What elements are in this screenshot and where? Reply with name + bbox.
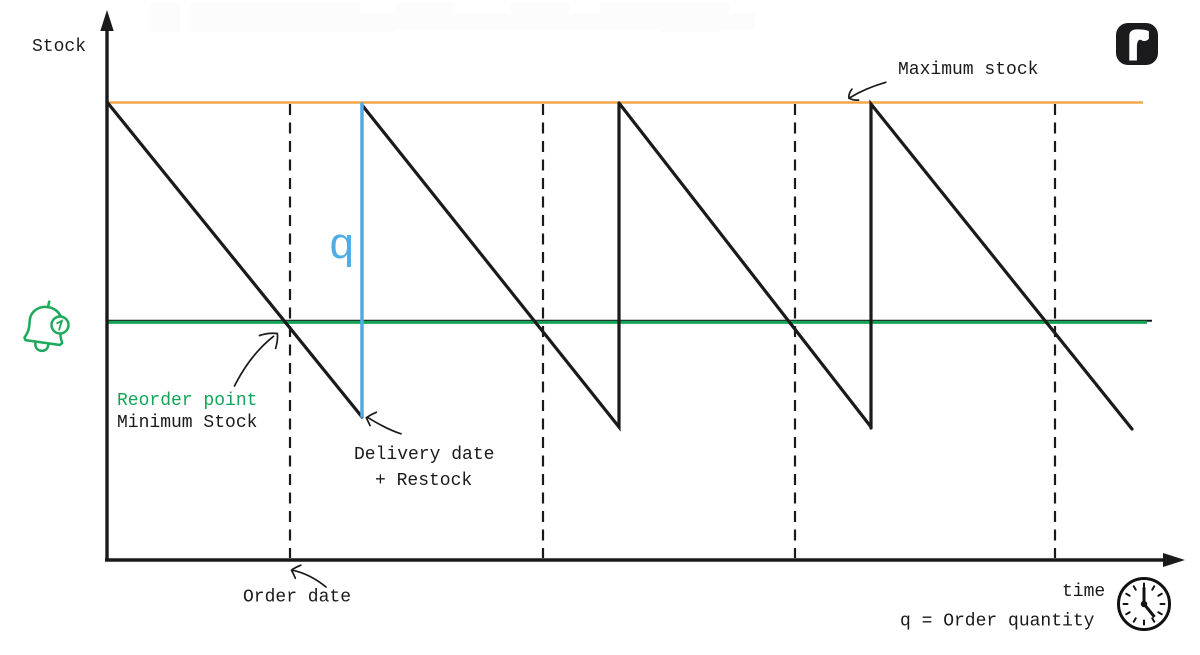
svg-text:time: time bbox=[1062, 582, 1105, 602]
svg-text:Minimum Stock: Minimum Stock bbox=[117, 413, 257, 433]
svg-text:Order date: Order date bbox=[243, 588, 351, 608]
svg-text:q = Order quantity: q = Order quantity bbox=[900, 612, 1095, 632]
svg-text:Stock: Stock bbox=[32, 37, 86, 57]
svg-text:Maximum stock: Maximum stock bbox=[898, 60, 1038, 80]
svg-text:Delivery date: Delivery date bbox=[354, 445, 494, 465]
svg-text:+ Restock: + Restock bbox=[375, 471, 472, 491]
svg-text:Reorder point: Reorder point bbox=[117, 391, 257, 411]
svg-text:q: q bbox=[329, 222, 355, 272]
